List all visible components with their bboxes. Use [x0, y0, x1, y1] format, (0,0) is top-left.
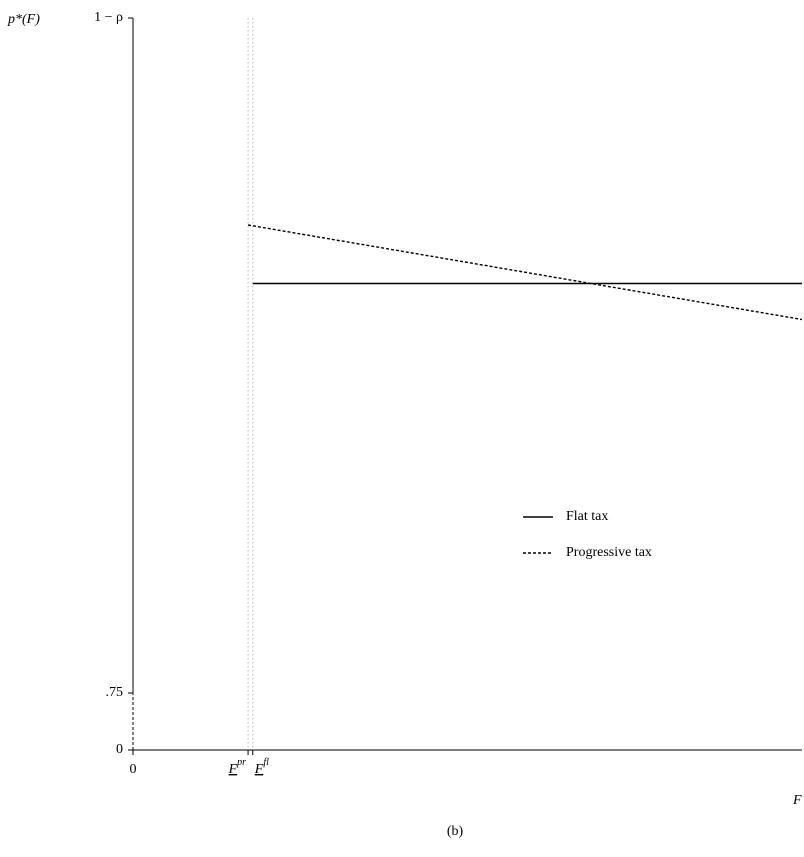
caption: (b)	[447, 824, 464, 839]
legend-label: Progressive tax	[566, 545, 652, 560]
x-tick-label-sup: pr	[236, 757, 246, 768]
x-tick-label-sup: fl	[263, 757, 269, 768]
series-line	[247, 224, 803, 321]
x-axis-title: F	[792, 793, 802, 808]
legend-label: Flat tax	[566, 509, 608, 524]
y-tick-label: .75	[106, 685, 124, 700]
x-tick-label: 0	[130, 762, 137, 777]
y-tick-label: 0	[116, 742, 123, 757]
y-axis-title: p*(F)	[7, 12, 40, 27]
x-tick-label-main: F	[254, 762, 264, 777]
x-tick-label-main: F	[228, 762, 238, 777]
y-tick-label: 1 − ρ	[94, 10, 123, 25]
x-tick-label: Fpr	[228, 757, 247, 777]
x-tick-label: Ffl	[254, 757, 269, 777]
